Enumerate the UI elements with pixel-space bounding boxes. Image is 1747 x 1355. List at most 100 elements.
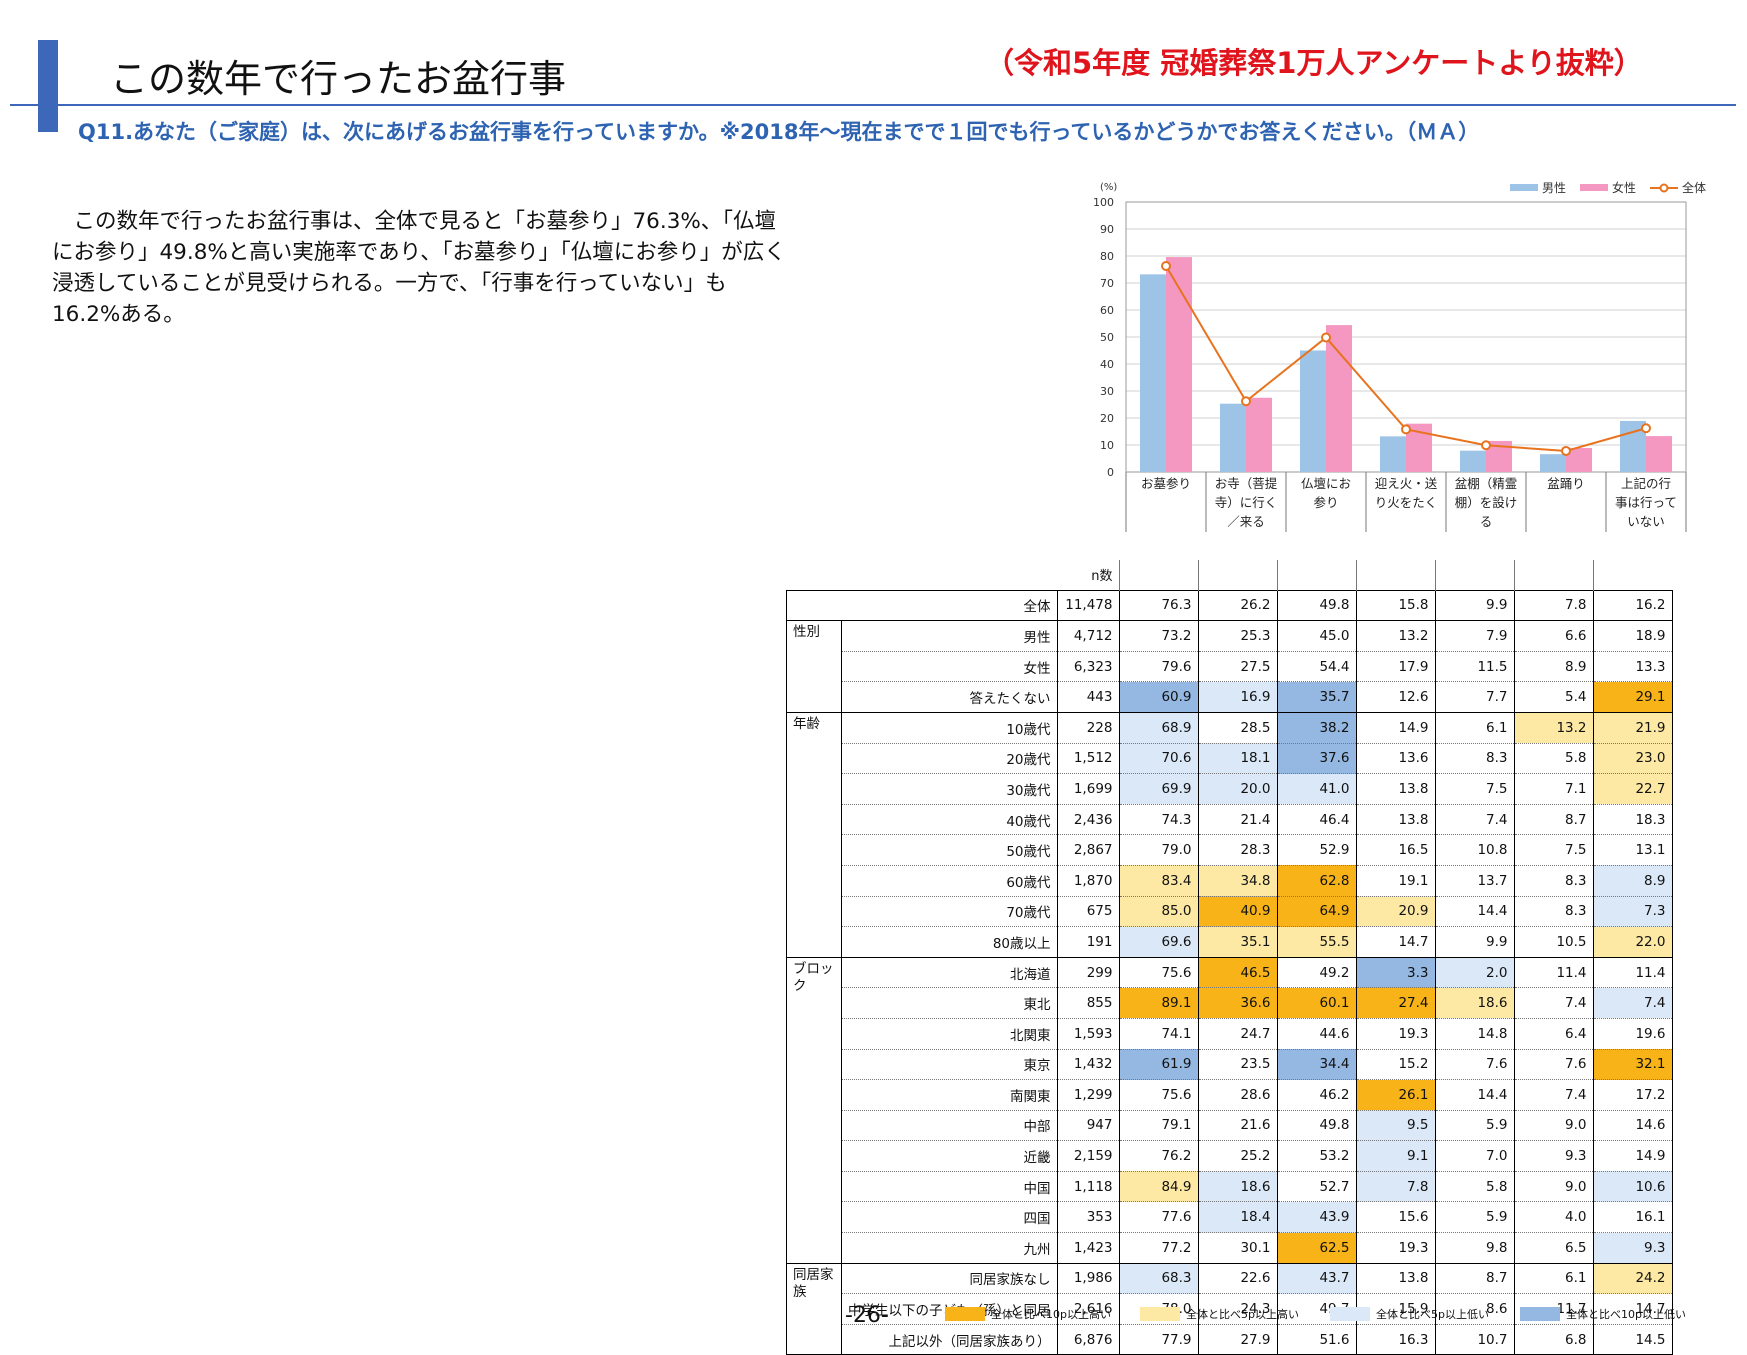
value-cell: 9.0 [1513, 1110, 1594, 1142]
value-cell: 24.3 [1197, 1293, 1278, 1325]
bar-male [1300, 350, 1326, 472]
legend-label: 全体と比べ10p以上低い [1566, 1308, 1686, 1321]
value-cell: 24.7 [1197, 1018, 1278, 1050]
bar-male [1380, 436, 1406, 472]
value-cell: 14.8 [1434, 1018, 1515, 1050]
value-cell: 18.4 [1197, 1201, 1278, 1234]
value-cell: 26.2 [1197, 589, 1278, 622]
value-cell: 84.9 [1118, 1171, 1199, 1203]
value-cell: 11.5 [1434, 651, 1515, 683]
value-cell: 23.0 [1592, 743, 1673, 775]
value-cell: 43.7 [1276, 1263, 1357, 1295]
summary-text: この数年で行ったお盆行事は、全体で見ると「お墓参り」76.3%、「仏壇にお参り」… [52, 209, 786, 327]
table-row: 東北 855 89.1 36.6 60.1 27.4 18.6 7.4 7.4 [787, 987, 1673, 1019]
value-cell: 38.2 [1276, 712, 1357, 744]
n-cell: 1,512 [1056, 743, 1120, 775]
y-tick-label: 50 [1100, 331, 1114, 344]
value-cell: 77.2 [1118, 1232, 1199, 1264]
value-cell: 27.4 [1355, 987, 1436, 1019]
page-number: -26- [845, 1303, 889, 1328]
value-cell: 5.9 [1434, 1201, 1515, 1234]
page-title: この数年で行ったお盆行事 [110, 57, 567, 101]
value-cell: 68.3 [1118, 1263, 1199, 1295]
value-cell: 54.4 [1276, 651, 1357, 683]
value-cell: 75.6 [1118, 1079, 1199, 1111]
value-cell: 15.2 [1355, 1049, 1436, 1081]
value-cell: 16.2 [1592, 589, 1673, 622]
value-cell: 76.3 [1118, 589, 1199, 622]
n-cell: 6,323 [1056, 651, 1120, 683]
value-cell: 26.1 [1355, 1079, 1436, 1111]
value-cell: 9.3 [1592, 1232, 1673, 1264]
category-label: お墓参り [1141, 476, 1191, 491]
value-cell: 4.0 [1513, 1201, 1594, 1234]
value-cell: 9.3 [1513, 1140, 1594, 1172]
row-label: 男性 [841, 620, 1058, 652]
point-total [1401, 424, 1411, 435]
title-accent-bar [38, 40, 58, 132]
bar-female [1646, 436, 1672, 472]
value-cell: 53.2 [1276, 1140, 1357, 1172]
row-label: 30歳代 [841, 773, 1058, 805]
value-cell: 46.4 [1276, 804, 1357, 836]
value-cell: 79.0 [1118, 834, 1199, 866]
n-cell: 191 [1056, 926, 1120, 958]
value-cell: 28.6 [1197, 1079, 1278, 1111]
value-cell: 52.9 [1276, 834, 1357, 866]
value-cell: 24.2 [1592, 1263, 1673, 1295]
question-text: Q11.あなた（ご家庭）は、次にあげるお盆行事を行っていますか。※2018年～現… [78, 120, 1480, 144]
value-cell: 11.4 [1513, 957, 1594, 989]
value-cell: 10.6 [1592, 1171, 1673, 1203]
value-cell: 16.5 [1355, 834, 1436, 866]
table-row: ブロック 北海道 299 75.6 46.5 49.2 3.3 2.0 11.4 11.4 [786, 957, 1673, 1264]
category-label: り火をたく [1375, 495, 1438, 510]
value-cell: 11.4 [1592, 957, 1673, 989]
table-row: 性別 男性 4,712 73.2 25.3 45.0 13.2 7.9 6.6 18.9 [786, 620, 1673, 713]
value-cell: 14.6 [1592, 1110, 1673, 1142]
row-label: 20歳代 [841, 743, 1058, 775]
n-header: n数 [1091, 569, 1113, 585]
y-tick-label: 100 [1093, 196, 1114, 209]
n-cell: 353 [1056, 1201, 1120, 1234]
value-cell: 30.1 [1197, 1232, 1278, 1264]
value-cell: 5.4 [1513, 681, 1594, 713]
bar-line-chart: 0 10 20 30 40 50 60 70 80 90 100 (%) お墓参り お寺（菩提寺）に行く ／… [1093, 180, 1706, 532]
value-cell: 79.1 [1118, 1110, 1199, 1142]
value-cell: 22.6 [1197, 1263, 1278, 1295]
value-cell: 9.8 [1434, 1232, 1515, 1264]
value-cell: 13.2 [1355, 620, 1436, 652]
row-label: 中国 [841, 1171, 1058, 1203]
n-cell: 299 [1056, 957, 1120, 989]
value-cell: 9.1 [1355, 1140, 1436, 1172]
value-cell: 13.8 [1355, 1263, 1436, 1295]
value-cell: 6.1 [1513, 1263, 1594, 1295]
value-cell: 2.0 [1434, 957, 1515, 989]
category-label: 盆棚（精霊 [1455, 476, 1518, 491]
crosstab-table: n数 全体 11,478 76.3 26.2 49.8 15.8 9.9 7.8 16.2 性別 男性… [786, 560, 1673, 1355]
value-cell: 18.1 [1197, 743, 1278, 775]
value-cell: 7.0 [1434, 1140, 1515, 1172]
value-cell: 13.8 [1355, 804, 1436, 836]
table-row: 北関東 1,593 74.1 24.7 44.6 19.3 14.8 6.4 19.6 [787, 1018, 1673, 1050]
table-row: 同居家族 同居家族なし 1,986 68.3 22.6 43.7 13.8 8.7 6.1 24.… [786, 1263, 1673, 1355]
value-cell: 52.7 [1276, 1171, 1357, 1203]
value-cell: 41.0 [1276, 773, 1357, 805]
n-cell: 1,299 [1056, 1079, 1120, 1111]
value-cell: 28.5 [1197, 712, 1278, 744]
value-cell: 69.9 [1118, 773, 1199, 805]
value-cell: 21.9 [1592, 712, 1673, 744]
row-label: 80歳以上 [841, 926, 1058, 958]
value-cell: 8.3 [1513, 896, 1594, 928]
n-cell: 4,712 [1056, 620, 1120, 652]
value-cell: 79.6 [1118, 651, 1199, 683]
value-cell: 3.3 [1355, 957, 1436, 989]
point-total [1561, 445, 1571, 456]
value-cell: 6.5 [1513, 1232, 1594, 1264]
bar-female [1166, 257, 1192, 472]
row-label: 同居家族なし [841, 1263, 1058, 1295]
row-label: 近畿 [841, 1140, 1058, 1172]
value-cell: 9.9 [1434, 926, 1515, 958]
n-cell: 1,432 [1056, 1049, 1120, 1081]
row-group-label: 年齢 [786, 712, 842, 958]
legend-label: 全体と比べ5p以上高い [1186, 1308, 1299, 1321]
